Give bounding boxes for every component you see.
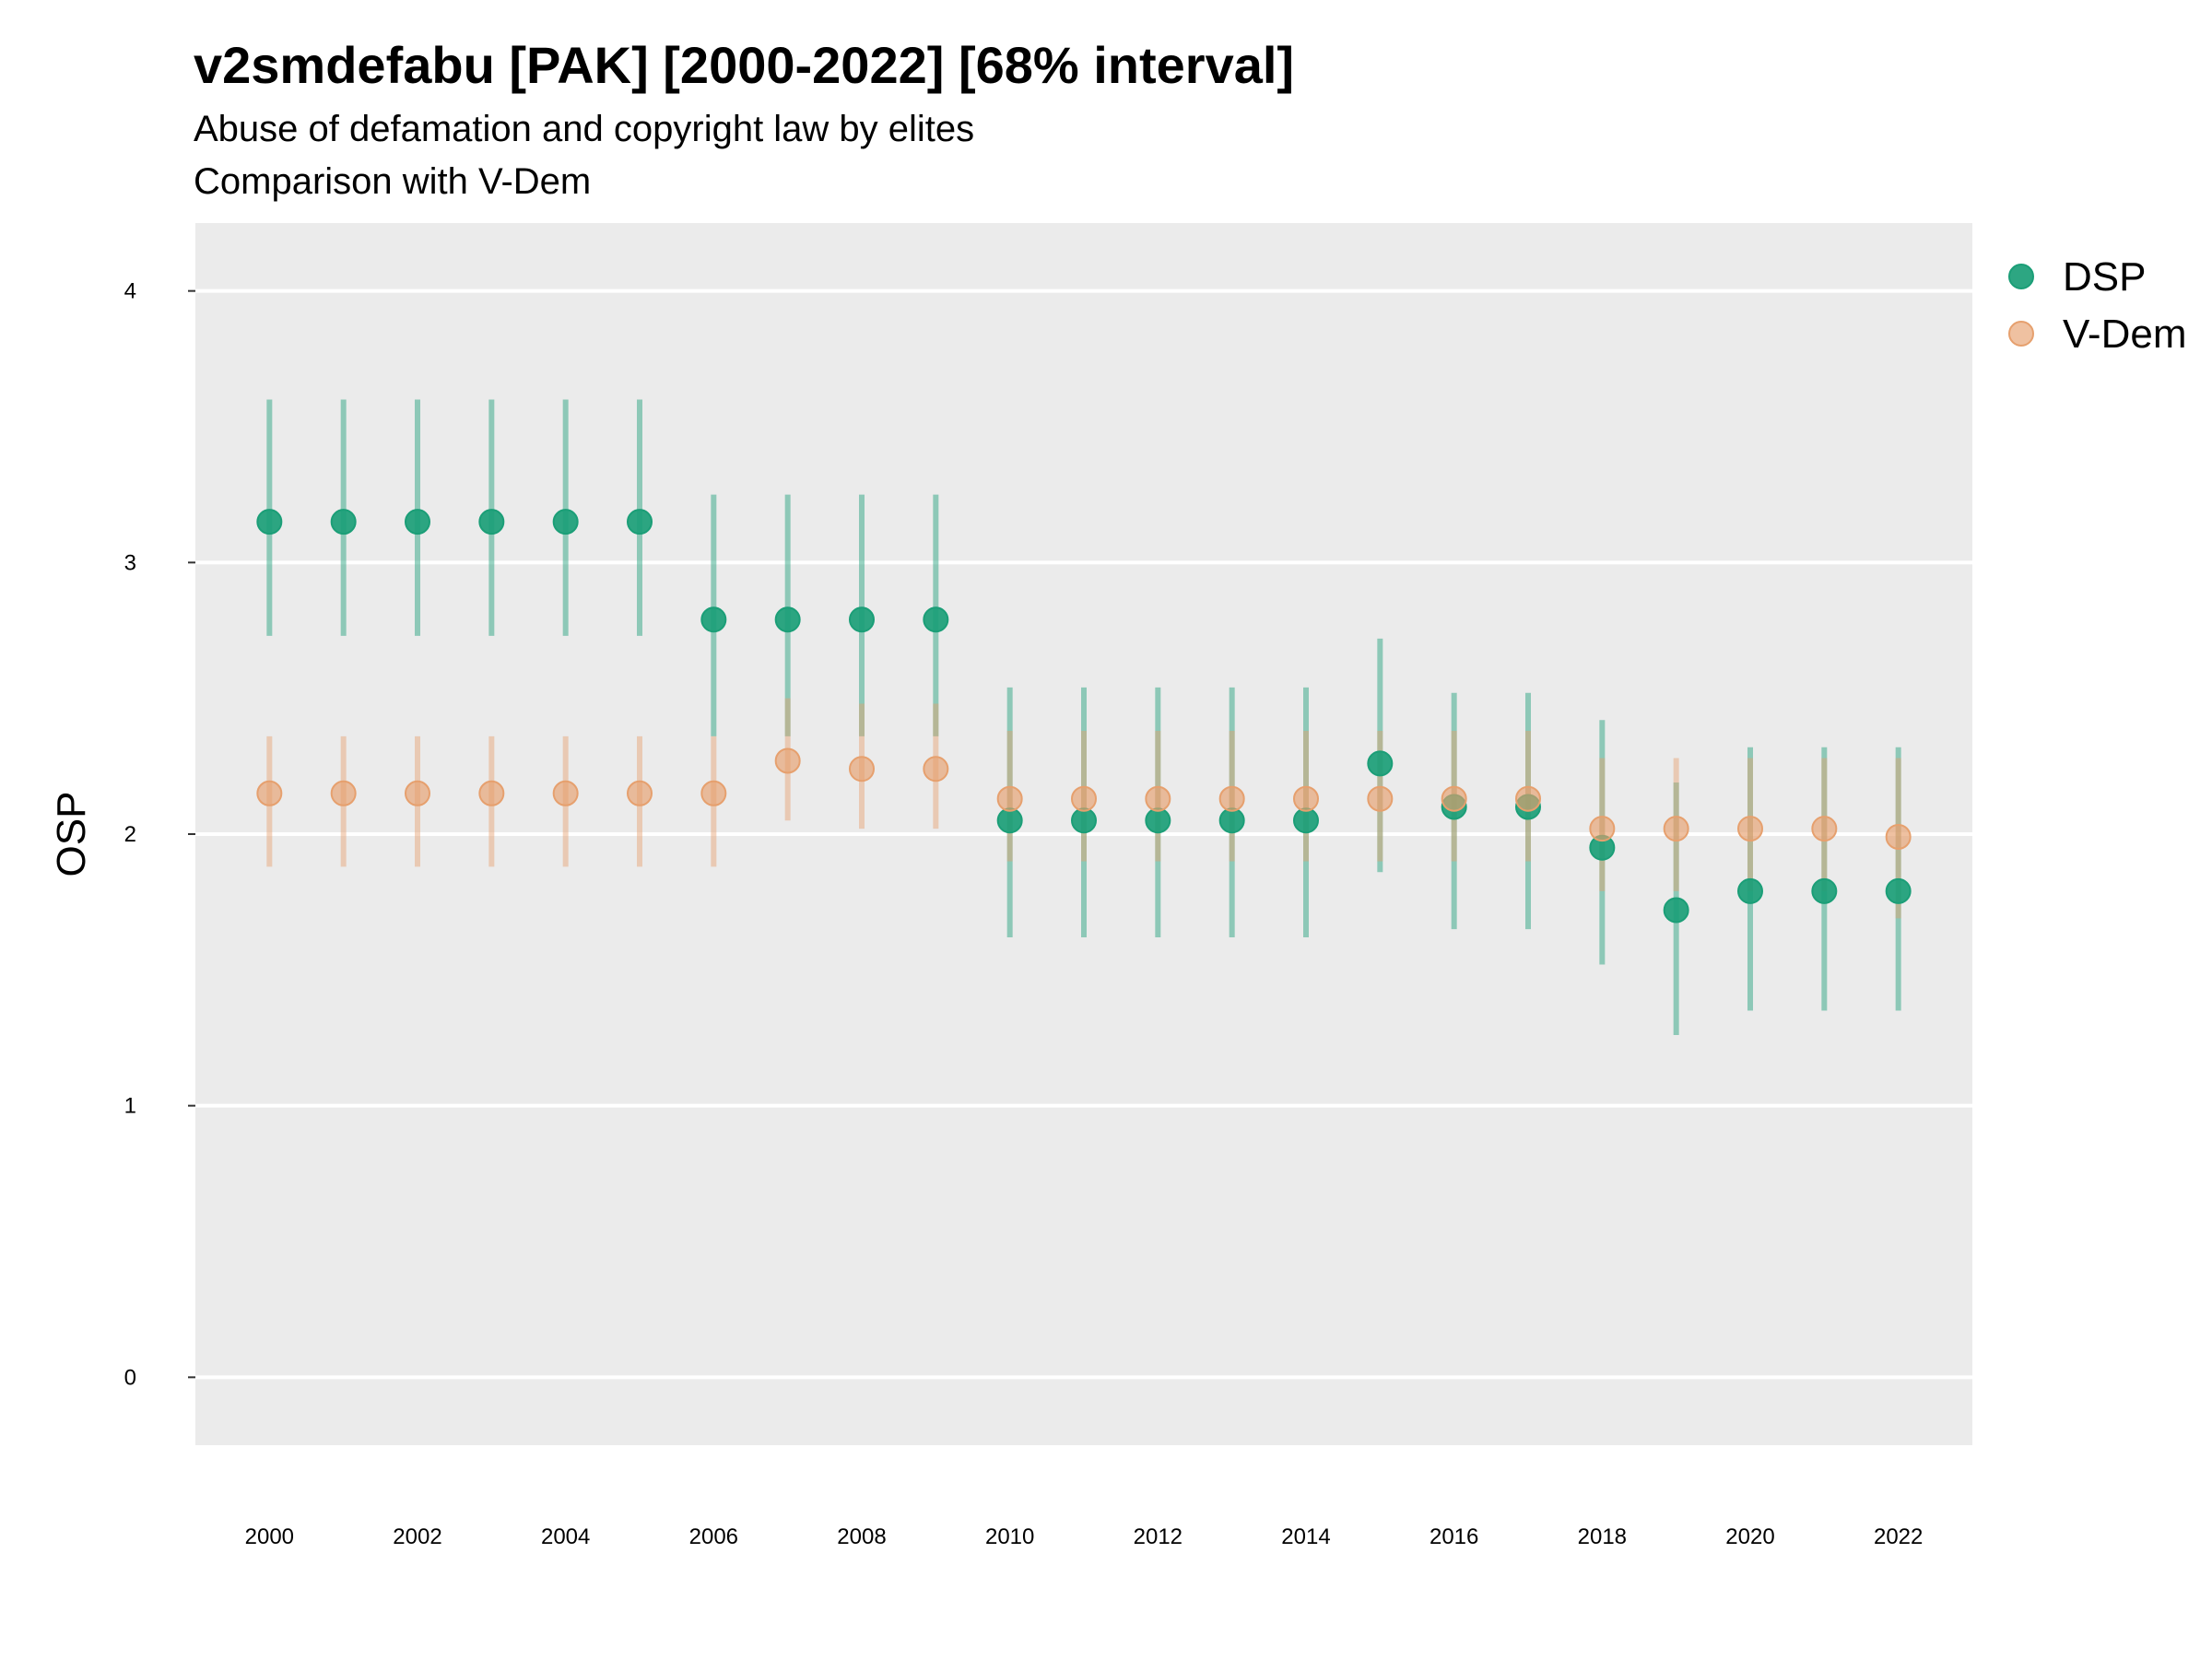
x-tick-label: 2000: [245, 1524, 294, 1549]
data-point: [700, 780, 727, 806]
data-point: [1811, 816, 1838, 842]
data-point: [923, 756, 949, 782]
data-point: [1145, 785, 1171, 812]
y-tick-label: 3: [124, 550, 136, 575]
data-point: [1293, 785, 1319, 812]
legend: DSP V-Dem: [2008, 254, 2186, 357]
y-tick-labels: 0 1 2 3 4: [124, 279, 195, 1390]
data-point: [330, 509, 357, 535]
data-point: [1218, 785, 1245, 812]
data-point: [774, 606, 801, 633]
y-tick-label: 4: [124, 279, 136, 304]
data-point: [1589, 816, 1616, 842]
data-point: [849, 756, 875, 782]
data-point: [700, 606, 727, 633]
data-point: [552, 509, 579, 535]
data-marks: [256, 399, 1912, 1036]
data-point: [552, 780, 579, 806]
data-point: [405, 780, 430, 806]
x-tick-label: 2014: [1281, 1524, 1330, 1549]
legend-label: V-Dem: [2063, 312, 2186, 357]
data-point: [627, 509, 653, 535]
data-point: [1293, 807, 1319, 834]
data-point: [1071, 807, 1097, 834]
x-tick-label: 2008: [837, 1524, 886, 1549]
y-tick-label: 2: [124, 822, 136, 847]
legend-label: DSP: [2063, 254, 2146, 300]
data-point: [405, 509, 430, 535]
y-tick-label: 1: [124, 1094, 136, 1119]
data-point: [1663, 816, 1689, 842]
data-point: [996, 785, 1023, 812]
x-tick-label: 2016: [1430, 1524, 1478, 1549]
x-tick-label: 2022: [1874, 1524, 1923, 1549]
data-point: [1737, 877, 1763, 904]
data-point: [774, 747, 801, 774]
chart-subtitle: Abuse of defamation and copyright law by…: [194, 109, 975, 149]
data-point: [1441, 785, 1467, 812]
data-point: [1071, 785, 1097, 812]
data-point: [1885, 823, 1912, 850]
legend-key: [2008, 264, 2034, 289]
data-point: [478, 509, 505, 535]
y-tick-label: 0: [124, 1365, 136, 1390]
chart-subtitle-comparison: Comparison with V-Dem: [194, 161, 592, 202]
data-point: [330, 780, 357, 806]
data-point: [1885, 877, 1912, 904]
data-point: [1515, 785, 1541, 812]
data-point: [256, 780, 283, 806]
chart-title: v2smdefabu [PAK] [2000-2022] [68% interv…: [194, 36, 1295, 94]
data-point: [256, 509, 283, 535]
data-point: [849, 606, 875, 633]
x-tick-label: 2018: [1578, 1524, 1627, 1549]
data-point: [1737, 816, 1763, 842]
data-point: [923, 606, 949, 633]
x-tick-labels: 2000 2002 2004 2006 2008 2010 2012 2014 2016 2018…: [245, 1524, 1924, 1549]
x-tick-label: 2004: [541, 1524, 590, 1549]
y-axis-label: OSP: [49, 792, 94, 877]
data-point: [627, 780, 653, 806]
data-point: [1145, 807, 1171, 834]
data-point: [996, 807, 1023, 834]
points-v-dem: [256, 747, 1912, 850]
x-tick-label: 2020: [1725, 1524, 1774, 1549]
x-tick-label: 2002: [393, 1524, 441, 1549]
data-point: [478, 780, 505, 806]
x-tick-label: 2010: [985, 1524, 1034, 1549]
x-tick-label: 2012: [1134, 1524, 1182, 1549]
data-point: [1218, 807, 1245, 834]
legend-key: [2008, 321, 2034, 347]
x-tick-label: 2006: [689, 1524, 738, 1549]
data-point: [1811, 877, 1838, 904]
data-point: [1367, 785, 1394, 812]
data-point: [1367, 750, 1394, 777]
data-point: [1663, 897, 1689, 924]
